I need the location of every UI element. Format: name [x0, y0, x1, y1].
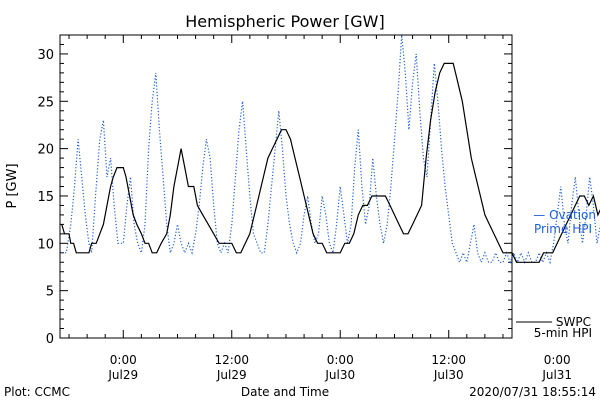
- footer-timestamp: 2020/07/31 18:55:14: [469, 385, 596, 399]
- y-tick-label: 10: [37, 237, 54, 252]
- series-ovation-prime-line: [61, 34, 600, 265]
- y-tick-label: 5: [46, 285, 54, 300]
- x-tick-date-label: Jul30: [324, 368, 355, 382]
- y-tick-label: 20: [37, 143, 54, 158]
- series-layer: [61, 34, 600, 265]
- y-axis-label: P [GW]: [5, 163, 20, 208]
- legend-ovation: — Ovation Prime HPI: [533, 208, 596, 236]
- x-axis-label: Date and Time: [241, 385, 329, 399]
- legend-swpc: SWPC 5-min HPI: [516, 315, 592, 340]
- x-tick-time-label: 12:00: [214, 353, 249, 367]
- footer-plot-source: Plot: CCMC: [4, 385, 70, 399]
- x-tick-time-label: 0:00: [110, 353, 137, 367]
- y-tick-label: 30: [37, 48, 54, 63]
- y-tick-label: 25: [37, 95, 54, 110]
- y-tick-label: 15: [37, 190, 54, 205]
- legend-swpc-line2: 5-min HPI: [534, 326, 592, 340]
- y-tick-label: 0: [46, 332, 54, 347]
- x-tick-date-label: Jul29: [107, 368, 138, 382]
- legend-ovation-line1: — Ovation: [533, 208, 596, 222]
- legend-swpc-line1: SWPC: [556, 315, 591, 329]
- ticks-layer: 0510152025300:00Jul2912:00Jul290:00Jul30…: [37, 34, 572, 382]
- x-tick-time-label: 0:00: [544, 353, 571, 367]
- x-tick-time-label: 0:00: [327, 353, 354, 367]
- x-tick-date-label: Jul31: [541, 368, 572, 382]
- x-tick-date-label: Jul29: [216, 368, 247, 382]
- x-tick-date-label: Jul30: [433, 368, 464, 382]
- legend-ovation-line2: Prime HPI: [534, 222, 592, 236]
- x-tick-time-label: 12:00: [431, 353, 466, 367]
- series-swpc-line: [61, 62, 600, 263]
- chart-title: Hemispheric Power [GW]: [185, 12, 384, 31]
